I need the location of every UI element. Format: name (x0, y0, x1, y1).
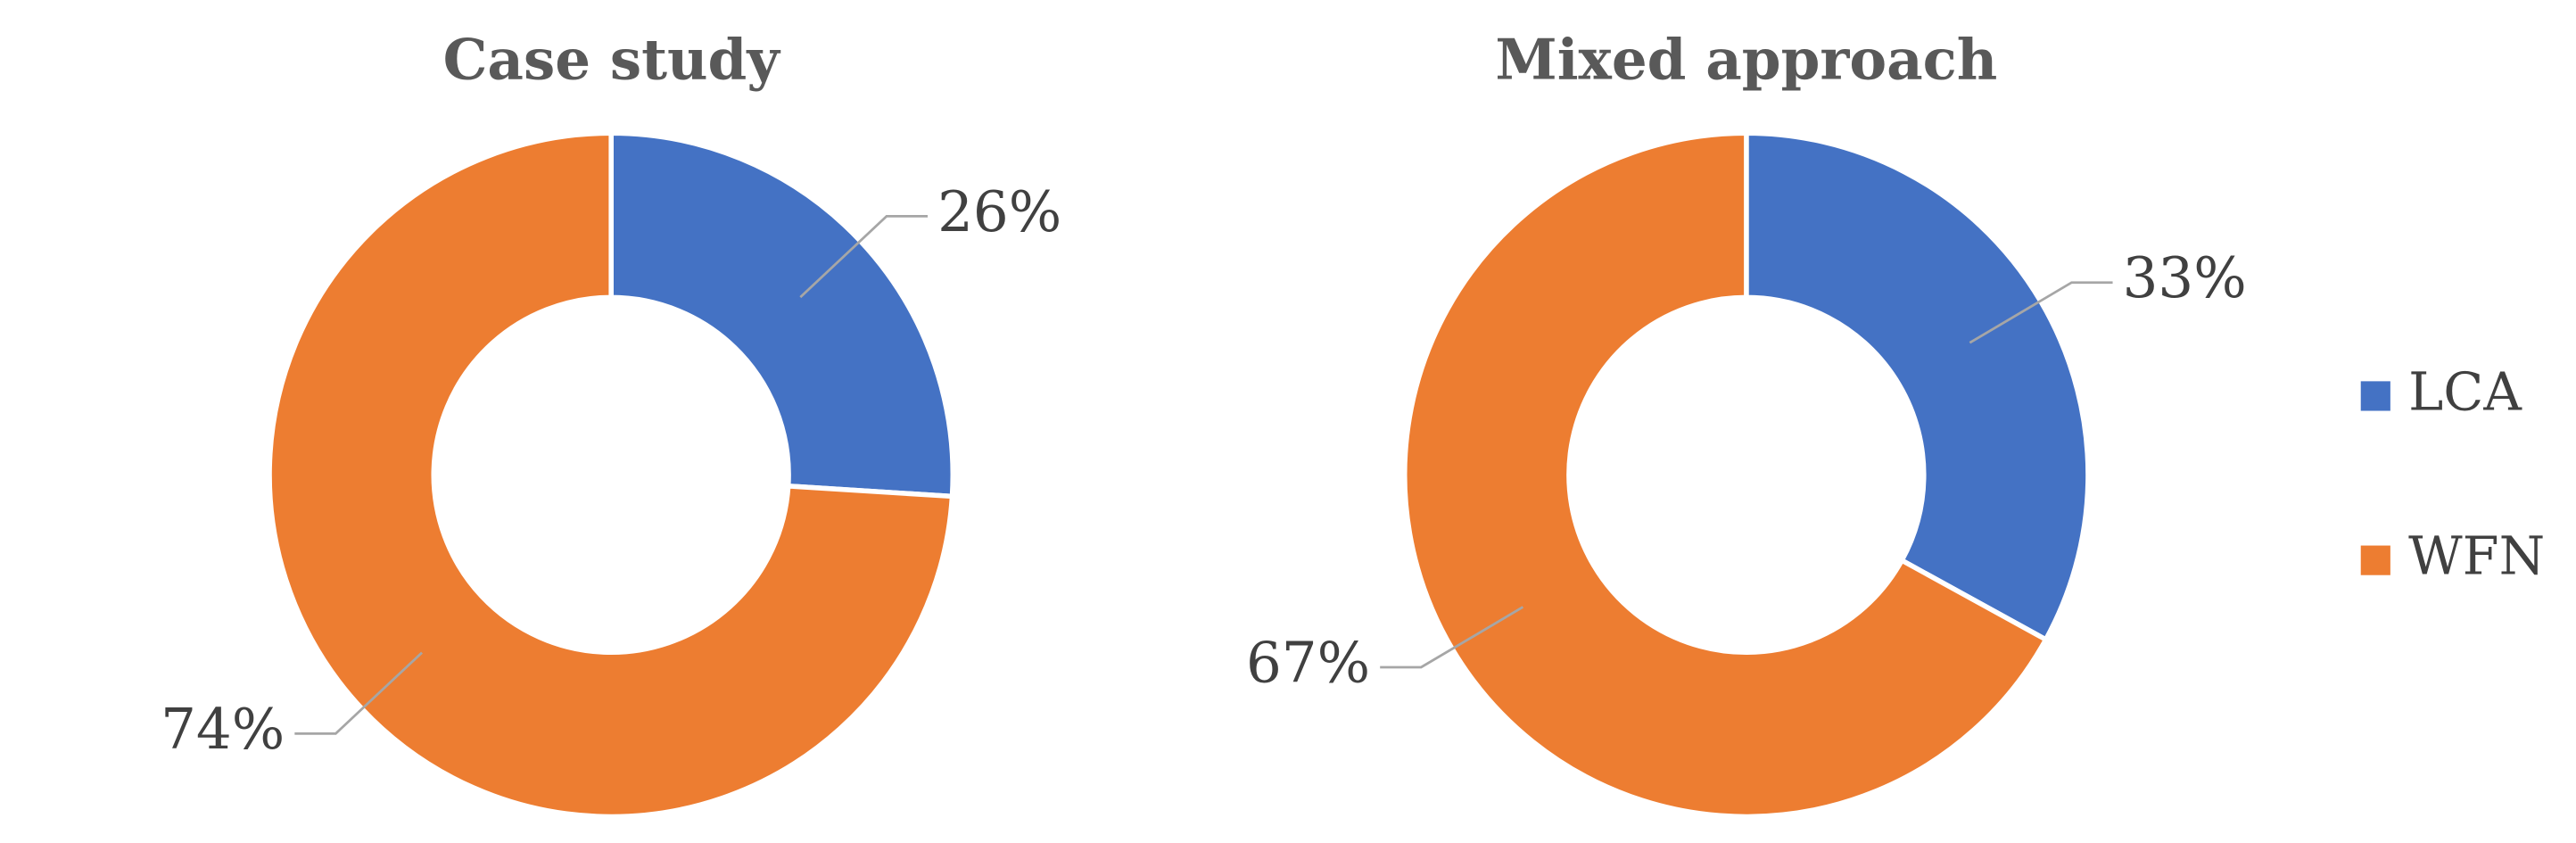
legend-swatch (2360, 545, 2390, 575)
donut-slice (267, 130, 955, 820)
chart-title: Case study (443, 26, 781, 92)
leader-line (294, 651, 423, 735)
donut-slice (608, 130, 955, 500)
data-label: 26% (937, 179, 1061, 244)
donut-slice (1402, 130, 2050, 820)
leader-line (1380, 606, 1524, 669)
legend-swatch (2360, 381, 2390, 411)
chart-title: Mixed approach (1495, 26, 1997, 92)
donut-slice (1744, 130, 2091, 643)
leader-line (1969, 281, 2113, 344)
data-label: 33% (2123, 245, 2247, 310)
data-label: 74% (161, 697, 285, 762)
leader-line (799, 214, 929, 299)
legend-label: WFN (2408, 525, 2545, 587)
legend-label: LCA (2408, 361, 2522, 423)
data-label: 67% (1246, 631, 1370, 696)
